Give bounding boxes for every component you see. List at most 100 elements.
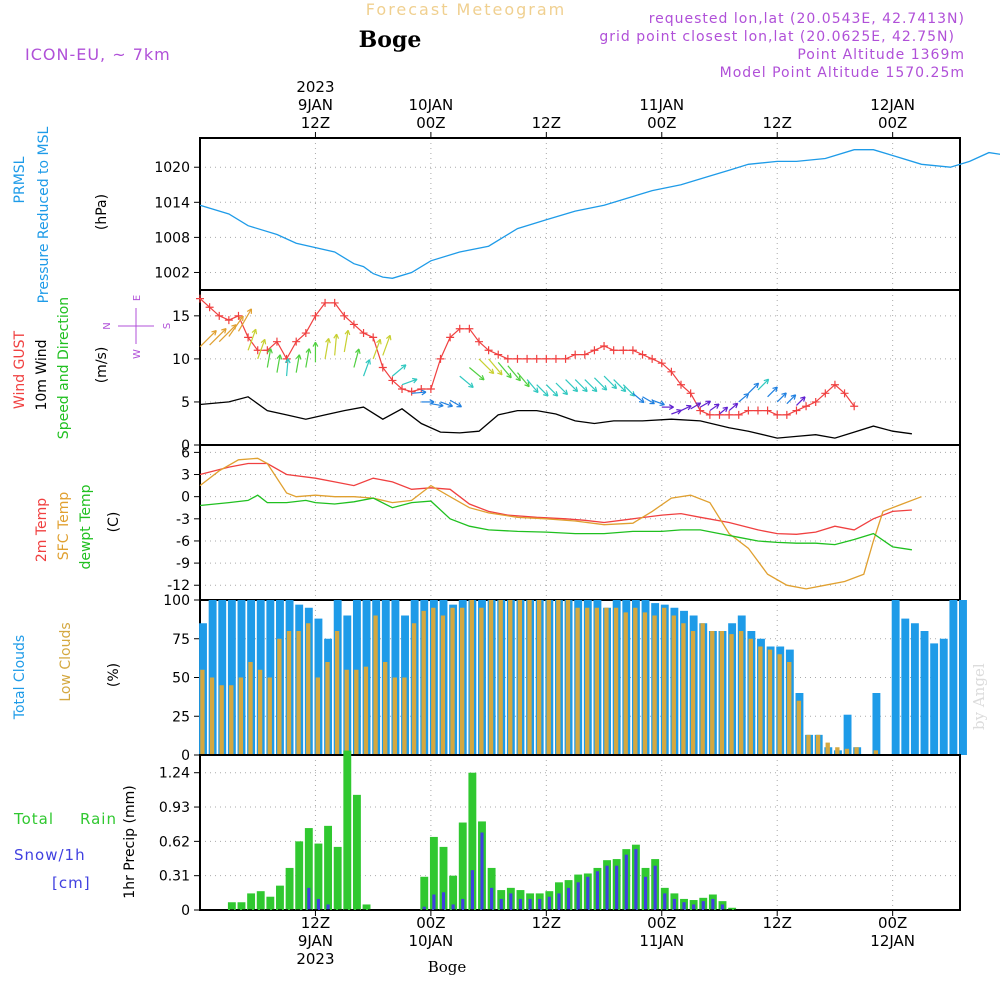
pressure-ytick-label: 1008 bbox=[154, 230, 190, 246]
gust-marker bbox=[311, 311, 320, 320]
clouds-unit: (%) bbox=[106, 663, 122, 687]
wind-arrow bbox=[237, 308, 252, 332]
top-axis-label: 12Z bbox=[763, 114, 792, 132]
pressure-ytick-label: 1002 bbox=[154, 265, 190, 281]
gust-marker bbox=[542, 354, 551, 363]
snow-bar bbox=[547, 896, 551, 910]
low-cloud-bar bbox=[315, 677, 321, 755]
gust-marker bbox=[503, 354, 512, 363]
wind-arrow bbox=[526, 379, 539, 393]
wind-arrow-head bbox=[305, 348, 312, 354]
precip-ytick-label: 0.31 bbox=[159, 869, 190, 885]
total-cloud-bar bbox=[920, 631, 929, 755]
snow-bar bbox=[566, 887, 571, 910]
wind-unit: (m/s) bbox=[94, 347, 110, 384]
total-cloud-bar bbox=[227, 600, 236, 755]
wind-arrow-head bbox=[659, 400, 665, 407]
low-cloud-bar bbox=[729, 634, 734, 755]
wind-arrow-head bbox=[260, 338, 267, 345]
wind-arrow bbox=[276, 354, 281, 373]
wind-panel: Wind GUST 10m Wind Speed and Direction (… bbox=[12, 295, 173, 439]
wind-arrow bbox=[594, 377, 608, 391]
wind-arrow bbox=[622, 384, 636, 397]
snow-bar bbox=[316, 898, 321, 910]
rain-bar bbox=[295, 841, 304, 910]
gust-marker bbox=[821, 389, 830, 398]
gust-marker bbox=[571, 350, 580, 359]
gust-marker bbox=[272, 337, 281, 346]
wind-arrow-head bbox=[763, 378, 770, 385]
wind-arrow-head bbox=[438, 402, 444, 409]
compass-rose: N W E S bbox=[102, 295, 173, 359]
wind-arrow bbox=[728, 402, 739, 412]
precip-ytick-label: 0.93 bbox=[159, 800, 190, 816]
wind-arrow bbox=[247, 329, 257, 351]
temp-2m-label: 2m Temp bbox=[34, 498, 50, 562]
low-cloud-bar bbox=[652, 615, 657, 755]
bottom-axis-label: 11JAN bbox=[639, 932, 684, 950]
low-cloud-bar bbox=[431, 607, 436, 755]
gust-marker bbox=[609, 346, 618, 355]
temp-ytick-label: 6 bbox=[181, 445, 190, 461]
low-cloud-bar bbox=[767, 649, 773, 755]
temperature-panel: 2m Temp SFC Temp dewpt Temp (C) bbox=[34, 484, 122, 569]
low-cloud-bar bbox=[758, 646, 763, 755]
wind-arrow-head bbox=[355, 348, 361, 354]
wind-ytick-label: 10 bbox=[172, 352, 190, 368]
top-axis-label: 11JAN bbox=[639, 96, 684, 114]
wind-arrow bbox=[228, 315, 244, 337]
low-cloud-bar bbox=[344, 669, 349, 755]
snow-bar bbox=[615, 865, 619, 910]
low-cloud-bar bbox=[459, 607, 465, 755]
low-cloud-bar bbox=[623, 612, 628, 755]
gust-marker bbox=[446, 333, 455, 342]
total-cloud-bar bbox=[910, 623, 919, 755]
rain-bar bbox=[276, 885, 284, 910]
gust-marker bbox=[196, 294, 204, 303]
wind-arrow-head bbox=[246, 308, 253, 314]
total-cloud-bar bbox=[872, 693, 881, 755]
snow-bar bbox=[509, 893, 513, 910]
low-cloud-bar bbox=[508, 600, 513, 755]
wind-arrow bbox=[266, 348, 272, 368]
low-cloud-bar bbox=[517, 600, 523, 755]
wind-arrow-head bbox=[468, 382, 474, 389]
wind-arrow bbox=[218, 324, 237, 343]
temp-ytick-label: 0 bbox=[181, 490, 190, 506]
wind-arrow-head bbox=[497, 369, 503, 376]
wind-arrow bbox=[295, 354, 300, 373]
low-cloud-bar bbox=[633, 607, 638, 755]
wind-arrow-head bbox=[781, 392, 787, 398]
gust-marker bbox=[378, 363, 387, 372]
wind-direction-label: Speed and Direction bbox=[56, 297, 72, 439]
wind-arrow-head bbox=[325, 338, 331, 344]
rain-bar bbox=[429, 836, 438, 910]
gust-marker bbox=[215, 311, 224, 320]
low-cloud-bar bbox=[681, 623, 686, 755]
wind-arrow bbox=[642, 396, 655, 405]
wind-10m-line bbox=[199, 396, 912, 439]
snow-bar bbox=[701, 901, 705, 910]
precip-cm-label: [cm] bbox=[52, 874, 91, 892]
snow-bar bbox=[451, 904, 455, 910]
bottom-axis-label: 9JAN bbox=[298, 932, 333, 950]
low-cloud-bar bbox=[469, 600, 474, 755]
snow-bar bbox=[624, 854, 628, 910]
low-cloud-bar bbox=[777, 654, 782, 755]
gust-marker bbox=[686, 389, 695, 398]
gust-marker bbox=[532, 354, 541, 363]
wind-arrow-head bbox=[400, 364, 407, 370]
wind-arrow-head bbox=[722, 406, 729, 413]
wind-arrow-head bbox=[524, 381, 530, 388]
low-cloud-bar bbox=[536, 600, 542, 755]
gust-marker bbox=[398, 385, 407, 394]
low-cloud-bar bbox=[796, 700, 802, 755]
bottom-axis-label: 12Z bbox=[301, 914, 330, 932]
wind-arrow-head bbox=[211, 329, 217, 336]
gust-marker bbox=[830, 380, 839, 389]
precip-total-label: Total bbox=[13, 810, 54, 828]
low-cloud-bar bbox=[440, 615, 446, 755]
temp-dewpt-label: dewpt Temp bbox=[78, 484, 94, 569]
wind-arrow-head bbox=[515, 375, 521, 382]
gust-marker bbox=[494, 350, 503, 359]
